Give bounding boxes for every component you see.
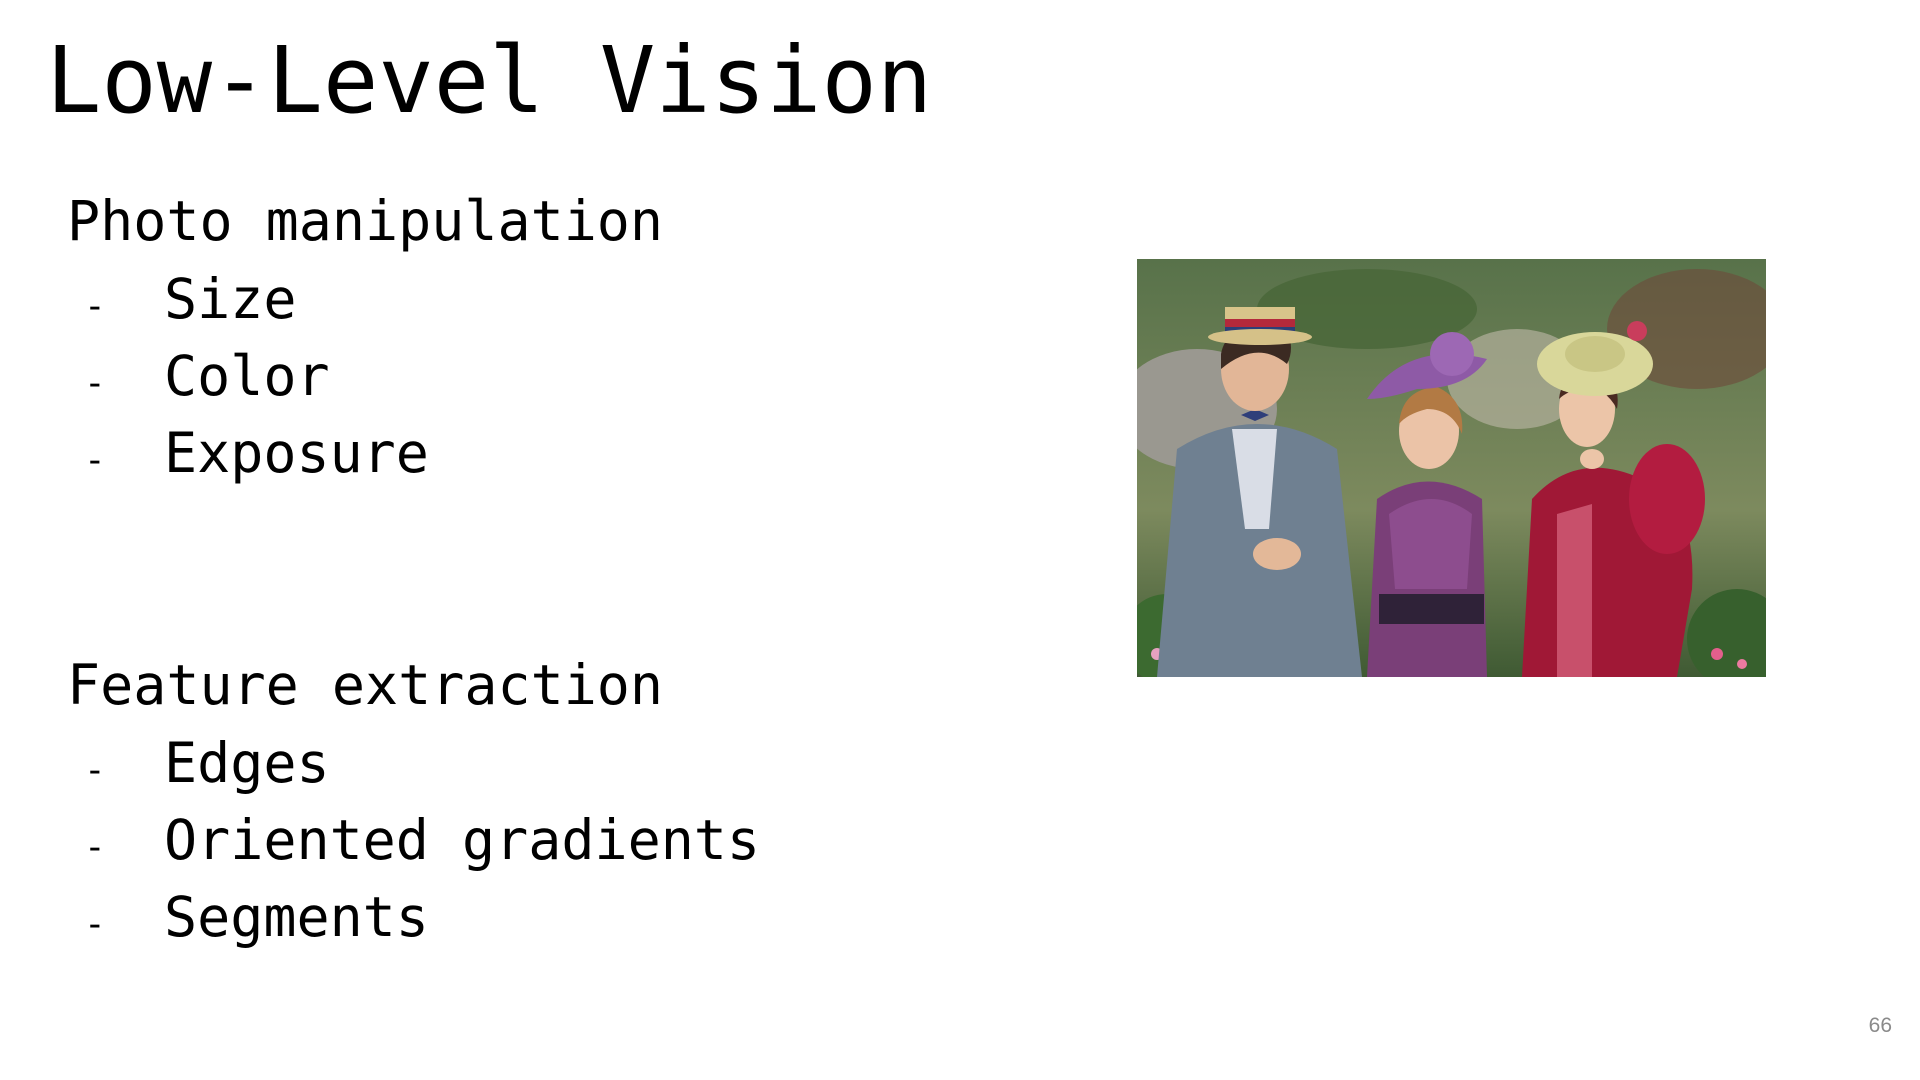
section-photo-manipulation: Photo manipulation - Size - Color - Expo…	[67, 188, 663, 497]
bullet-marker: -	[84, 904, 106, 945]
list-item: - Size	[67, 266, 663, 343]
slide-title: Low-Level Vision	[46, 27, 933, 134]
section-heading: Feature extraction	[67, 653, 664, 717]
bullet-list: - Edges - Oriented gradients - Segments	[67, 730, 760, 961]
list-item: - Edges	[67, 730, 760, 807]
costume-photo-illustration	[1137, 259, 1766, 677]
bullet-marker: -	[84, 363, 106, 404]
costume-photo	[1137, 259, 1766, 677]
list-item-text: Oriented gradients	[164, 808, 761, 872]
list-item: - Segments	[67, 884, 760, 961]
bullet-marker: -	[84, 750, 106, 791]
bullet-list: - Size - Color - Exposure	[67, 266, 663, 497]
list-item-text: Segments	[164, 885, 429, 949]
list-item: - Color	[67, 343, 663, 420]
list-item-text: Exposure	[164, 421, 429, 485]
bullet-marker: -	[84, 440, 106, 481]
section-heading: Photo manipulation	[67, 189, 664, 253]
bullet-marker: -	[84, 827, 106, 868]
list-item: - Oriented gradients	[67, 807, 760, 884]
list-item: - Exposure	[67, 420, 663, 497]
list-item-text: Edges	[164, 731, 330, 795]
list-item-text: Color	[164, 344, 330, 408]
page-number: 66	[1868, 1014, 1892, 1037]
list-item-text: Size	[164, 267, 297, 331]
bullet-marker: -	[84, 286, 106, 327]
section-feature-extraction: Feature extraction - Edges - Oriented gr…	[67, 652, 760, 961]
